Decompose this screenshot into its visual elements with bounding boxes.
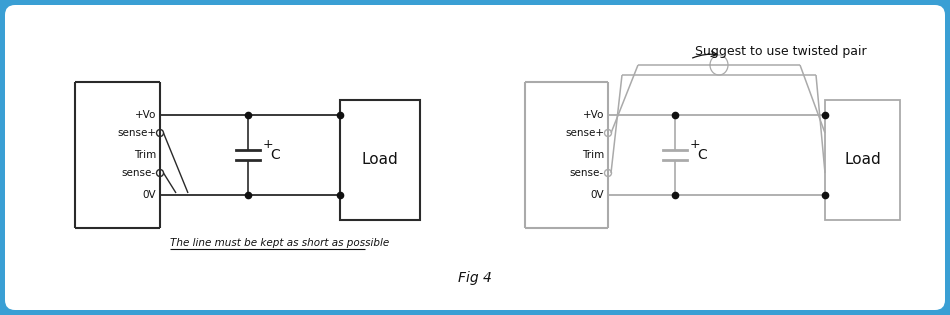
Text: C: C bbox=[270, 148, 279, 162]
Text: +: + bbox=[263, 139, 274, 152]
Text: sense+: sense+ bbox=[117, 128, 156, 138]
Text: Fig 4: Fig 4 bbox=[458, 271, 492, 285]
Text: Load: Load bbox=[362, 152, 398, 168]
FancyBboxPatch shape bbox=[5, 5, 945, 310]
Text: sense+: sense+ bbox=[565, 128, 604, 138]
Text: +: + bbox=[690, 139, 700, 152]
Text: sense-: sense- bbox=[122, 168, 156, 178]
Text: Trim: Trim bbox=[581, 150, 604, 160]
Bar bbox=[825, 100, 900, 220]
Bar bbox=[340, 100, 420, 220]
Text: Load: Load bbox=[845, 152, 881, 168]
Text: Trim: Trim bbox=[134, 150, 156, 160]
Text: +Vo: +Vo bbox=[135, 110, 156, 120]
Text: 0V: 0V bbox=[590, 190, 604, 200]
Text: +Vo: +Vo bbox=[582, 110, 604, 120]
Text: sense-: sense- bbox=[570, 168, 604, 178]
Text: 0V: 0V bbox=[142, 190, 156, 200]
Text: Suggest to use twisted pair: Suggest to use twisted pair bbox=[695, 45, 866, 59]
Text: C: C bbox=[697, 148, 707, 162]
Text: The line must be kept as short as possible: The line must be kept as short as possib… bbox=[170, 238, 390, 248]
